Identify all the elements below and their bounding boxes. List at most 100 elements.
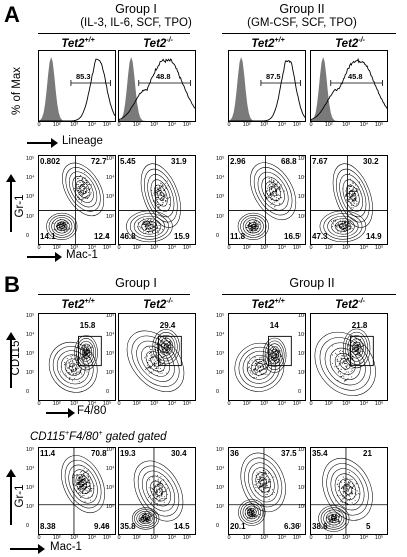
event-dot — [345, 379, 347, 381]
event-dot — [333, 514, 335, 516]
density-contour — [147, 174, 175, 218]
event-dot — [74, 377, 76, 379]
event-dot — [344, 484, 346, 486]
event-dot — [162, 228, 163, 230]
event-dot — [253, 514, 255, 515]
event-dot — [167, 343, 168, 344]
x-tick-label: 10³ — [70, 535, 79, 541]
event-dot — [165, 182, 167, 184]
gr1-y-arrow-shaft — [10, 180, 12, 232]
event-dot — [335, 352, 337, 354]
event-dot — [345, 190, 347, 192]
x-tick-label: 10⁵ — [374, 122, 384, 128]
event-dot — [80, 483, 81, 485]
event-dot — [162, 184, 164, 186]
event-dot — [339, 516, 341, 518]
event-dot — [158, 483, 160, 485]
event-dot — [279, 187, 281, 189]
event-dot — [356, 352, 358, 354]
event-dot — [353, 351, 355, 353]
event-dot — [271, 193, 273, 194]
density-contour — [339, 174, 367, 218]
arrow-right-icon — [55, 252, 62, 262]
event-dot — [155, 196, 157, 198]
x-tick-label: 0 — [227, 245, 231, 251]
event-dot — [148, 366, 150, 368]
y-tick-label: 0 — [26, 523, 30, 530]
density-contour — [140, 514, 151, 523]
event-dot — [274, 358, 276, 360]
event-dot — [78, 186, 80, 188]
event-dot — [250, 513, 252, 515]
density-contour — [133, 215, 165, 237]
event-dot — [357, 346, 359, 348]
density-contour — [314, 331, 376, 396]
event-dot — [157, 199, 159, 200]
event-dot — [160, 182, 162, 184]
event-dot — [355, 347, 357, 349]
event-dot — [79, 493, 81, 495]
event-dot — [150, 494, 152, 496]
x-tick-label: 0 — [227, 535, 231, 541]
event-dot — [80, 475, 82, 477]
x-tick-label: 10³ — [70, 245, 79, 251]
density-contour — [247, 507, 257, 518]
x-tick-label: 0 — [37, 401, 41, 407]
event-dot — [170, 341, 171, 343]
event-dot — [88, 351, 90, 353]
event-dot — [63, 225, 65, 227]
quadrant-upper-left-value: 36 — [230, 449, 239, 458]
x-tick-label: 10⁴ — [359, 401, 369, 407]
event-dot — [267, 189, 269, 191]
x-tick-label: 10⁵ — [182, 122, 192, 128]
event-dot — [270, 357, 272, 359]
event-dot — [149, 518, 150, 519]
event-dot — [347, 221, 349, 223]
event-dot — [335, 225, 337, 227]
x-tick-label: 10⁵ — [102, 245, 112, 251]
event-dot — [334, 518, 336, 520]
event-dot — [261, 356, 263, 358]
density-contour — [338, 223, 347, 230]
event-dot — [349, 188, 351, 190]
event-dot — [59, 222, 61, 224]
event-dot — [351, 181, 353, 183]
event-dot — [346, 488, 348, 490]
event-dot — [353, 201, 355, 203]
density-contour — [58, 223, 65, 229]
event-dot — [343, 229, 345, 231]
y-tick-label: 0 — [216, 523, 220, 530]
event-dot — [256, 368, 258, 370]
event-dot — [342, 219, 344, 221]
event-dot — [84, 479, 86, 481]
density-contour — [150, 480, 167, 502]
event-dot — [81, 194, 83, 196]
density-contour — [79, 479, 87, 490]
event-dot — [351, 490, 353, 492]
event-dot — [69, 379, 70, 381]
event-dot — [71, 364, 73, 366]
event-dot — [169, 350, 171, 352]
density-contour — [53, 219, 70, 234]
event-dot — [269, 184, 270, 186]
event-dot — [149, 358, 151, 359]
event-dot — [266, 196, 267, 198]
event-dot — [272, 192, 274, 193]
arrow-right-icon — [51, 138, 58, 148]
event-dot — [82, 481, 84, 483]
density-contour — [56, 221, 68, 232]
event-dot — [351, 479, 353, 480]
event-dot — [336, 366, 338, 367]
event-dot — [344, 372, 346, 374]
event-dot — [255, 487, 257, 489]
event-dot — [160, 194, 161, 196]
event-dot — [331, 521, 333, 523]
y-tick-label: 10³ — [106, 485, 114, 492]
quadrant-lower-right-value: 14.5 — [174, 522, 190, 531]
density-contour — [319, 337, 371, 391]
density-contour — [339, 358, 351, 370]
event-dot — [339, 494, 341, 496]
event-dot — [344, 496, 346, 498]
event-dot — [248, 225, 250, 227]
event-dot — [251, 229, 253, 231]
